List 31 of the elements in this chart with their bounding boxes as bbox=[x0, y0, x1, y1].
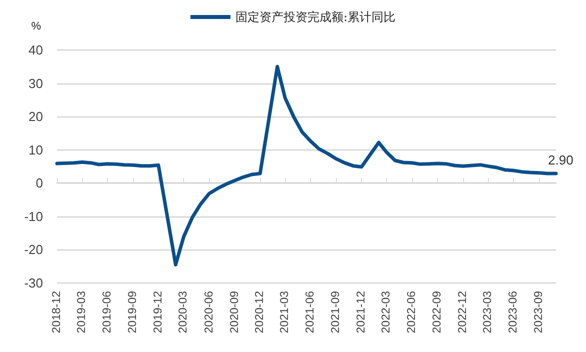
x-tick-label: 2019-06 bbox=[102, 291, 114, 334]
annotation: 2.90 bbox=[548, 152, 574, 168]
x-tick-label: 2021-12 bbox=[356, 291, 368, 334]
x-tick-label: 2023-03 bbox=[482, 291, 494, 334]
y-tick-label: 30 bbox=[28, 76, 43, 91]
y-tick-label: -20 bbox=[24, 242, 43, 258]
y-tick-label: 40 bbox=[28, 42, 43, 58]
y-axis-title: % bbox=[31, 20, 42, 32]
x-tick-label: 2020-03 bbox=[178, 291, 190, 334]
y-tick-label: -10 bbox=[24, 208, 43, 224]
x-tick-label: 2020-09 bbox=[228, 291, 241, 334]
y-tick-label: 10 bbox=[28, 142, 43, 158]
x-tick-label: 2021-06 bbox=[304, 291, 317, 334]
x-tick-label: 2022-06 bbox=[406, 291, 418, 334]
x-tick-label: 2020-12 bbox=[254, 291, 266, 334]
x-tick-label: 2019-03 bbox=[76, 291, 88, 334]
y-tick-label: 0 bbox=[36, 176, 43, 191]
x-tick-label: 2020-06 bbox=[203, 291, 216, 334]
x-tick-label: 2018-12 bbox=[51, 291, 63, 334]
y-tick-label: 20 bbox=[28, 109, 43, 124]
y-tick-label: -30 bbox=[24, 276, 43, 290]
legend-label: 固定资产投资完成额:累计同比 bbox=[235, 10, 396, 24]
x-tick-label: 2019-12 bbox=[152, 291, 164, 334]
x-tick-label: 2022-09 bbox=[432, 291, 444, 334]
x-tick-label: 2023-09 bbox=[533, 291, 546, 334]
x-tick-label: 2019-09 bbox=[127, 291, 140, 334]
x-tick-label: 2022-12 bbox=[456, 291, 469, 334]
x-tick-label: 2023-06 bbox=[507, 291, 520, 334]
x-tick-label: 2021-03 bbox=[279, 291, 292, 334]
x-tick-label: 2021-09 bbox=[330, 291, 342, 334]
x-tick-label: 2022-03 bbox=[380, 291, 393, 334]
